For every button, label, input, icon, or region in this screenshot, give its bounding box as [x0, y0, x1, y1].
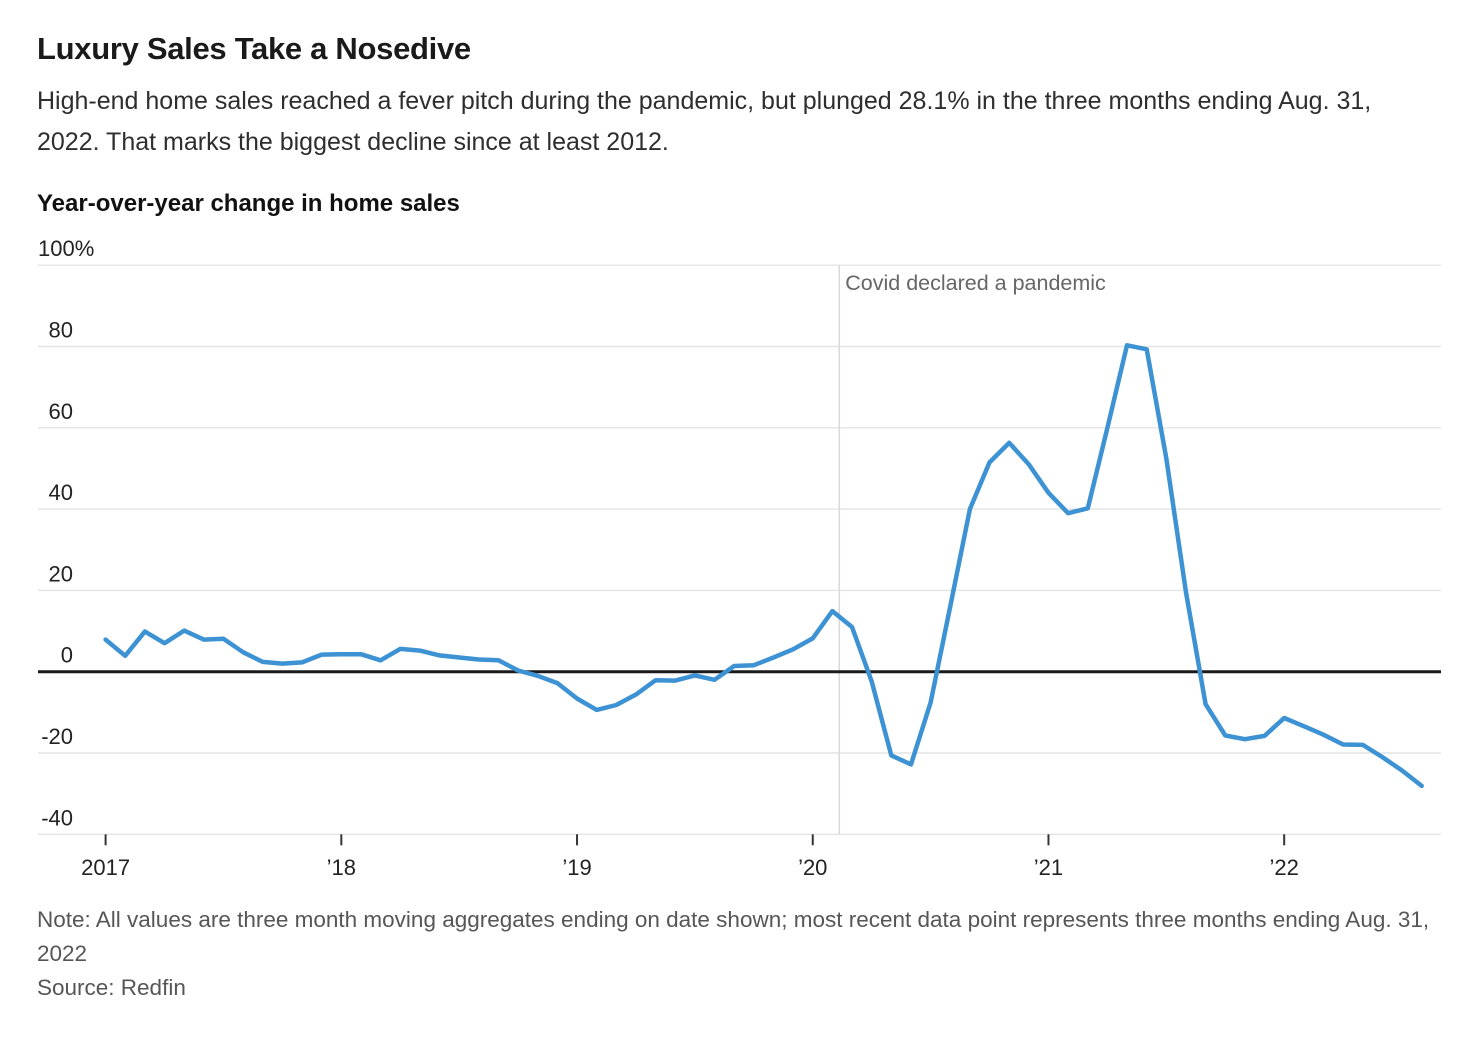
x-tick-label: ’20: [798, 855, 827, 880]
covid-annotation-label: Covid declared a pandemic: [845, 271, 1106, 295]
y-tick-label: -20: [41, 724, 73, 749]
y-tick-label: 60: [49, 399, 73, 424]
y-tick-label: 0: [61, 643, 73, 668]
chart-footer: Note: All values are three month moving …: [37, 903, 1437, 1005]
y-tick-label: 20: [49, 561, 73, 586]
page-subtitle: High-end home sales reached a fever pitc…: [37, 87, 1372, 156]
y-tick-label: 80: [49, 318, 73, 343]
page-title: Luxury Sales Take a Nosedive: [37, 30, 471, 66]
x-tick-label: ’22: [1270, 855, 1299, 880]
chart-source: Source: Redfin: [37, 975, 186, 1000]
sales-trend-line: [103, 343, 1424, 789]
y-tick-label: -40: [41, 805, 73, 830]
y-tick-label: 100%: [38, 236, 94, 261]
chart-area: 100% 80 60 40 20 0 -20 -40 Covid declared a pand…: [0, 225, 1474, 915]
x-tick-label: 2017: [81, 855, 130, 880]
x-tick-label: ’19: [562, 855, 591, 880]
chart-svg: 100% 80 60 40 20 0 -20 -40 Covid declared a pand…: [38, 236, 1441, 880]
chart-section-label: Year-over-year change in home sales: [37, 189, 460, 217]
y-tick-label: 40: [49, 480, 73, 505]
x-tick-label: ’18: [327, 855, 356, 880]
x-tick-label: ’21: [1034, 855, 1063, 880]
chart-note: Note: All values are three month moving …: [37, 907, 1430, 966]
